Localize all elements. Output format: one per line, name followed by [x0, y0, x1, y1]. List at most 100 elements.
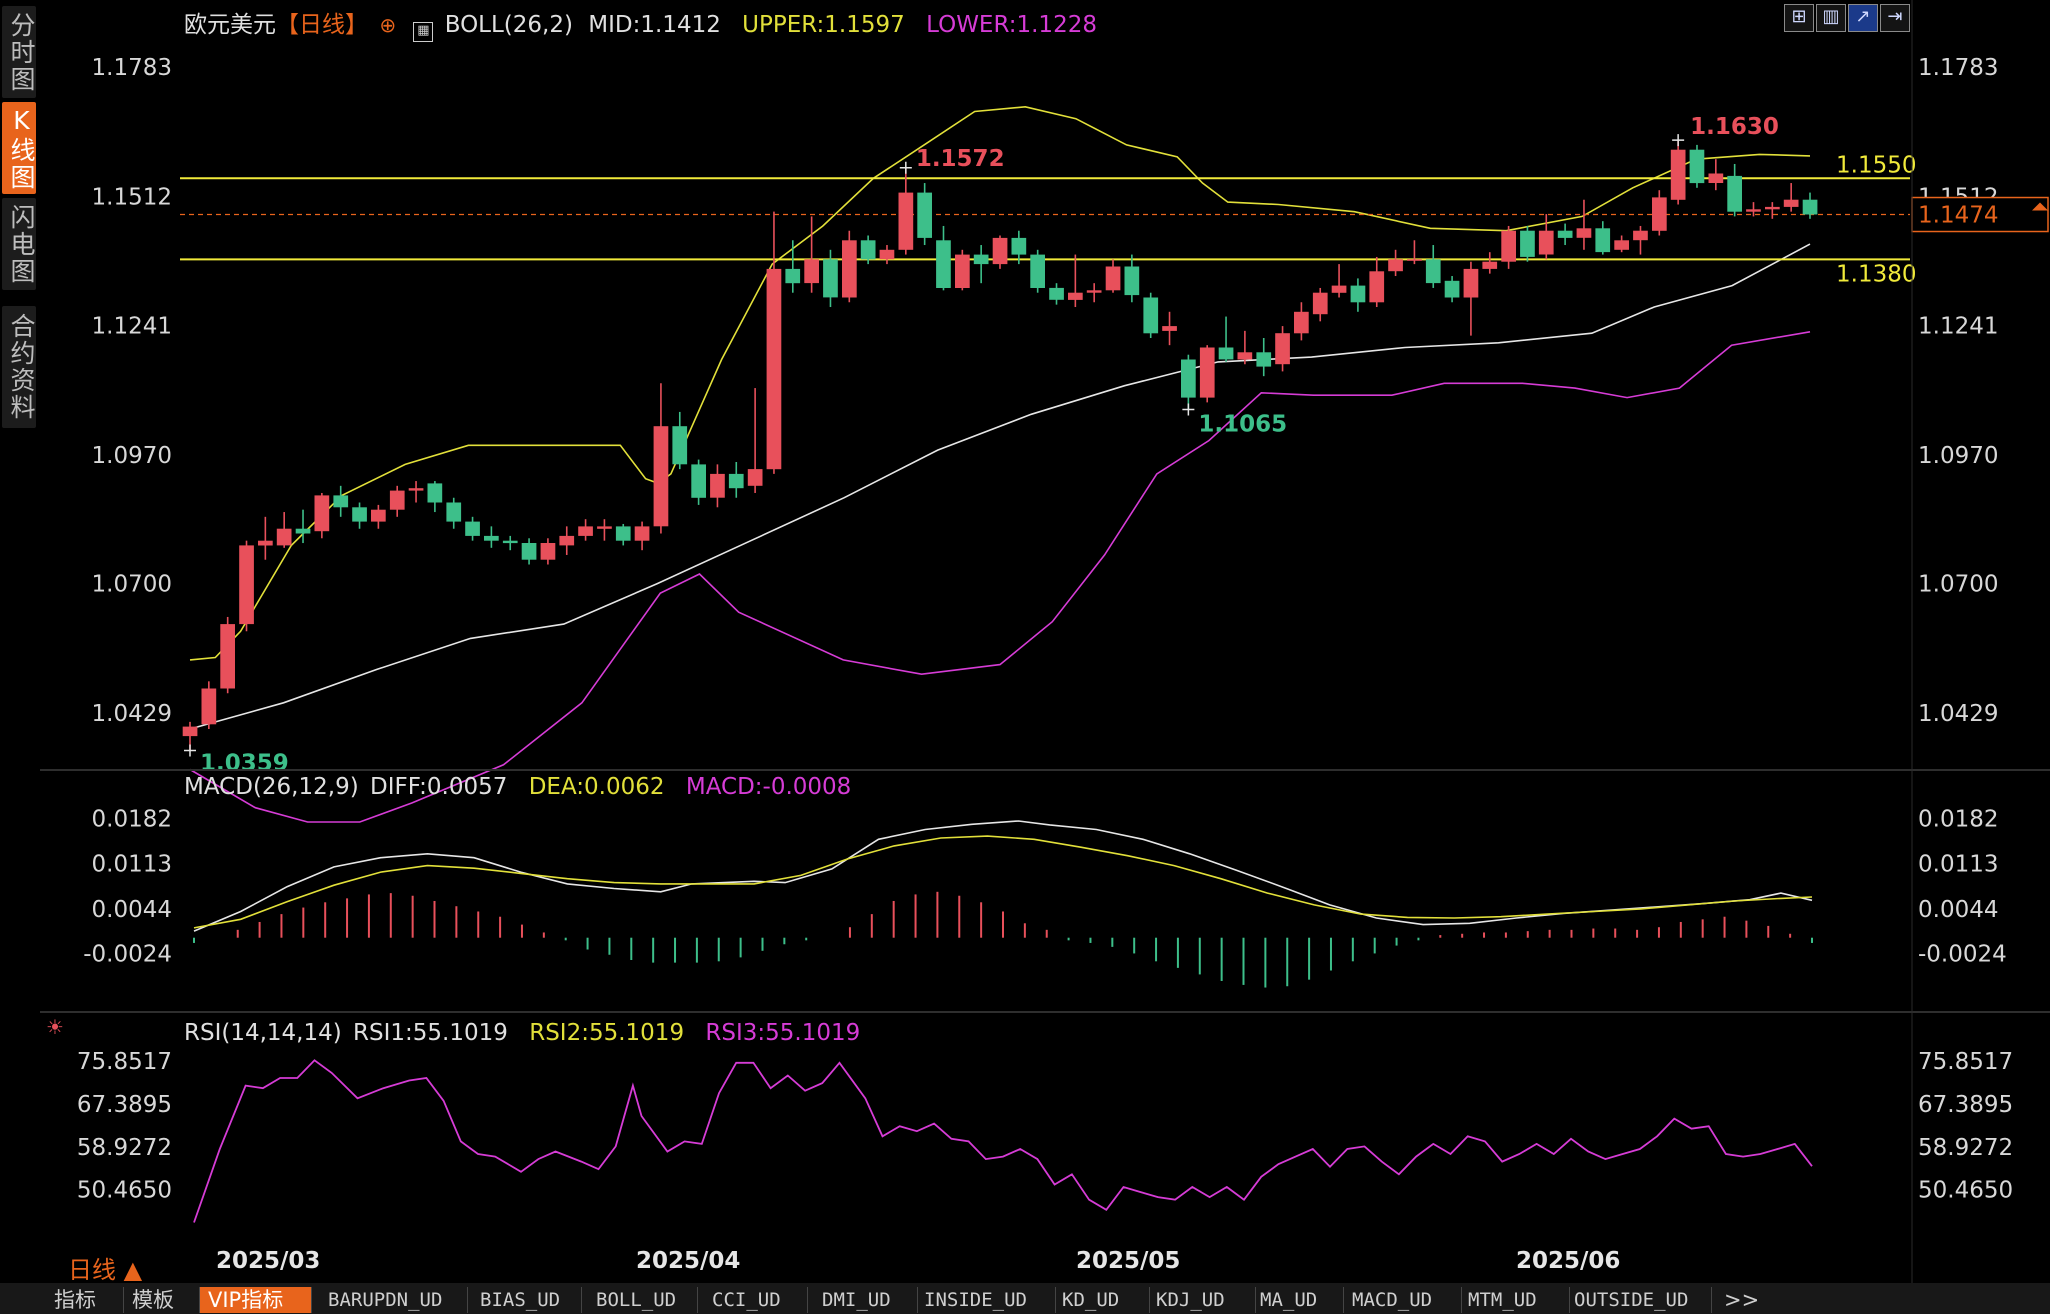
candle-body[interactable]	[842, 240, 857, 298]
candle-body[interactable]	[1652, 197, 1667, 231]
candle-body[interactable]	[1670, 149, 1686, 200]
candle-body[interactable]	[1105, 266, 1121, 291]
candle-body[interactable]	[672, 426, 688, 465]
candle-body[interactable]	[1783, 199, 1799, 207]
candle-body[interactable]	[1765, 206, 1780, 210]
candle-body[interactable]	[955, 254, 970, 288]
side-tab-kline[interactable]: K线图	[2, 102, 36, 194]
bar-chart-icon[interactable]: ▥	[1816, 4, 1846, 32]
candle-body[interactable]	[1425, 259, 1441, 284]
candle-body[interactable]	[1633, 230, 1648, 241]
tab-bias[interactable]: BIAS_UD	[472, 1287, 582, 1313]
candle-body[interactable]	[276, 528, 292, 546]
candle-body[interactable]	[314, 495, 330, 532]
tab-outside[interactable]: OUTSIDE_UD	[1566, 1287, 1712, 1313]
candle-body[interactable]	[578, 526, 593, 536]
candle-body[interactable]	[1181, 359, 1196, 398]
candle-body[interactable]	[371, 509, 386, 522]
candle-body[interactable]	[1614, 240, 1629, 250]
period-selector[interactable]: 日线 ▲	[68, 1256, 143, 1284]
candle-body[interactable]	[973, 254, 989, 265]
settings-sun-icon[interactable]: ☀	[46, 1015, 64, 1039]
candle-body[interactable]	[1463, 268, 1479, 298]
candle-body[interactable]	[389, 490, 405, 510]
candle-body[interactable]	[502, 540, 518, 544]
candle-body[interactable]	[1557, 230, 1573, 238]
candle-body[interactable]	[1275, 333, 1290, 365]
candle-body[interactable]	[1011, 237, 1027, 255]
candle-body[interactable]	[992, 237, 1008, 265]
candle-body[interactable]	[1388, 259, 1403, 272]
tab-inside[interactable]: INSIDE_UD	[916, 1287, 1056, 1313]
candle-body[interactable]	[484, 535, 499, 541]
candle-body[interactable]	[691, 464, 706, 498]
tab-macd[interactable]: MACD_UD	[1344, 1287, 1462, 1313]
add-chart-icon[interactable]: ⇥	[1880, 4, 1910, 32]
candle-body[interactable]	[1199, 347, 1215, 398]
candle-body[interactable]	[559, 535, 575, 546]
candle-body[interactable]	[766, 268, 782, 470]
candle-body[interactable]	[1595, 228, 1611, 253]
tab-cci[interactable]: CCI_UD	[704, 1287, 808, 1313]
candle-body[interactable]	[1501, 230, 1516, 262]
candle-body[interactable]	[446, 502, 462, 522]
candle-body[interactable]	[1689, 149, 1705, 184]
candle-body[interactable]	[1407, 259, 1422, 261]
candle-body[interactable]	[1068, 292, 1083, 300]
candle-body[interactable]	[465, 521, 480, 536]
candle-body[interactable]	[1746, 209, 1761, 212]
candle-body[interactable]	[936, 240, 951, 288]
line-chart-icon[interactable]: ↗	[1848, 4, 1878, 32]
candle-body[interactable]	[1350, 285, 1366, 303]
candle-body[interactable]	[615, 526, 631, 541]
candle-body[interactable]	[879, 249, 895, 260]
candle-body[interactable]	[728, 473, 744, 489]
candle-body[interactable]	[182, 726, 198, 737]
tab-more[interactable]: >>	[1724, 1288, 1760, 1312]
candle-body[interactable]	[747, 469, 763, 486]
candle-body[interactable]	[1708, 173, 1724, 184]
side-tab-flash[interactable]: 闪电图	[2, 198, 36, 290]
candle-body[interactable]	[653, 426, 669, 527]
tab-barupdn[interactable]: BARUPDN_UD	[320, 1287, 468, 1313]
candle-body[interactable]	[1086, 290, 1102, 293]
tab-kd[interactable]: KD_UD	[1054, 1287, 1150, 1313]
tab-templates[interactable]: 模板	[124, 1287, 200, 1313]
tab-ma[interactable]: MA_UD	[1252, 1287, 1344, 1313]
candle-body[interactable]	[860, 240, 876, 260]
candle-body[interactable]	[408, 488, 424, 491]
candle-body[interactable]	[1143, 297, 1159, 334]
candle-body[interactable]	[258, 540, 273, 546]
candle-body[interactable]	[1727, 175, 1742, 212]
candle-body[interactable]	[1802, 199, 1818, 215]
candle-body[interactable]	[804, 259, 819, 284]
candle-body[interactable]	[710, 473, 725, 498]
candle-body[interactable]	[521, 543, 537, 560]
candle-body[interactable]	[295, 528, 311, 534]
candle-body[interactable]	[239, 545, 254, 625]
candle-body[interactable]	[1218, 347, 1234, 360]
candle-body[interactable]	[1312, 292, 1328, 315]
candle-body[interactable]	[1331, 285, 1347, 293]
candle-body[interactable]	[1049, 287, 1064, 300]
candle-body[interactable]	[898, 192, 914, 250]
candle-body[interactable]	[1538, 230, 1554, 255]
tab-dmi[interactable]: DMI_UD	[814, 1287, 918, 1313]
candle-body[interactable]	[220, 624, 235, 689]
candle-body[interactable]	[1294, 311, 1309, 334]
candle-body[interactable]	[201, 688, 217, 725]
indicator-chart-icon[interactable]: ▦	[413, 22, 434, 42]
candle-body[interactable]	[427, 483, 443, 503]
candle-body[interactable]	[1482, 261, 1498, 269]
candle-body[interactable]	[333, 495, 349, 508]
candle-body[interactable]	[917, 192, 932, 238]
tab-mtm[interactable]: MTM_UD	[1460, 1287, 1570, 1313]
crosshair-icon[interactable]: ⊕	[379, 13, 397, 37]
side-tab-contract-info[interactable]: 合约资料	[2, 306, 36, 428]
candle-body[interactable]	[1444, 280, 1460, 298]
candle-body[interactable]	[634, 526, 650, 541]
tab-kdj[interactable]: KDJ_UD	[1148, 1287, 1256, 1313]
tab-boll[interactable]: BOLL_UD	[588, 1287, 698, 1313]
candle-body[interactable]	[1124, 266, 1140, 296]
